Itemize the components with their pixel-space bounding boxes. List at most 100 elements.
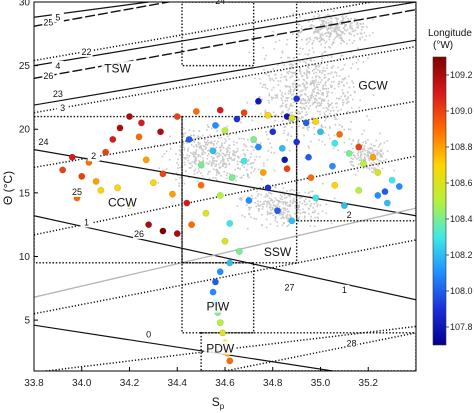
- cloud-point: [290, 135, 292, 138]
- cloud-point: [254, 201, 257, 204]
- cloud-point: [296, 58, 299, 60]
- cloud-point: [282, 213, 284, 215]
- cloud-point: [308, 98, 311, 101]
- cloud-point: [294, 72, 296, 74]
- cloud-point: [296, 88, 299, 91]
- cloud-point: [322, 85, 324, 88]
- observation-point: [264, 111, 272, 119]
- cloud-point: [211, 163, 213, 166]
- cloud-point: [297, 35, 300, 37]
- cloud-point: [359, 156, 362, 159]
- cloud-point: [377, 164, 379, 167]
- cloud-point: [220, 136, 222, 139]
- cloud-point: [264, 112, 266, 114]
- cloud-point: [342, 20, 344, 23]
- cloud-point: [283, 207, 285, 210]
- cloud-point: [298, 84, 300, 87]
- cloud-point: [297, 206, 299, 209]
- cloud-point: [357, 151, 360, 153]
- cloud-point: [177, 163, 180, 166]
- cloud-point: [221, 158, 224, 160]
- cloud-point: [351, 160, 354, 163]
- colorbar-tick-label: 108.8: [450, 142, 473, 152]
- cloud-point: [202, 159, 205, 161]
- cloud-point: [286, 220, 289, 223]
- cloud-point: [219, 161, 222, 164]
- water-mass-label-ccw: CCW: [108, 195, 137, 209]
- cloud-point: [352, 164, 354, 167]
- cloud-point: [227, 146, 230, 149]
- cloud-point: [309, 99, 311, 102]
- cloud-point: [318, 28, 320, 31]
- heat-content-line-label-bg: [87, 151, 100, 162]
- cloud-point: [202, 166, 205, 168]
- cloud-point: [299, 15, 301, 18]
- observation-point: [221, 237, 229, 245]
- cloud-point: [357, 139, 360, 141]
- cloud-point: [281, 111, 283, 114]
- cloud-point: [318, 104, 321, 107]
- cloud-point: [306, 113, 309, 116]
- cloud-point: [334, 26, 337, 29]
- cloud-point: [280, 217, 283, 220]
- cloud-point: [210, 162, 213, 165]
- cloud-point: [257, 203, 260, 205]
- cloud-point: [205, 141, 208, 144]
- cloud-point: [338, 29, 340, 31]
- cloud-point: [198, 145, 200, 148]
- cloud-point: [280, 104, 283, 107]
- cloud-point: [306, 70, 309, 73]
- cloud-point: [336, 27, 338, 29]
- cloud-point: [281, 61, 284, 63]
- cloud-point: [352, 158, 354, 160]
- colorbar-tick-label: 109.2: [450, 70, 473, 80]
- cloud-point: [322, 21, 324, 24]
- cloud-point: [301, 89, 304, 92]
- isopycnal-dotted-line-label: 22: [82, 47, 92, 57]
- cloud-point: [313, 85, 315, 87]
- cloud-point: [364, 158, 367, 160]
- cloud-point: [183, 146, 185, 149]
- cloud-point: [335, 30, 338, 33]
- cloud-point: [222, 133, 224, 135]
- cloud-point: [308, 97, 310, 100]
- cloud-point: [206, 157, 208, 160]
- cloud-point: [282, 201, 285, 204]
- cloud-point: [222, 158, 225, 160]
- cloud-point: [369, 151, 371, 154]
- cloud-point: [344, 77, 346, 80]
- cloud-point: [318, 110, 321, 113]
- cloud-point: [254, 146, 256, 149]
- cloud-point: [308, 192, 310, 194]
- cloud-point: [284, 203, 287, 206]
- cloud-point: [288, 90, 290, 92]
- cloud-point: [187, 150, 189, 152]
- cloud-point: [317, 81, 320, 83]
- cloud-point: [329, 23, 331, 25]
- cloud-point: [360, 23, 362, 25]
- cloud-point: [173, 142, 176, 144]
- y-axis-title: Θ (°C): [1, 171, 15, 205]
- cloud-point: [202, 149, 205, 152]
- cloud-point: [329, 127, 331, 129]
- cloud-point: [298, 23, 300, 26]
- cloud-point: [317, 91, 319, 94]
- observation-point: [138, 119, 145, 127]
- cloud-point: [268, 197, 271, 200]
- cloud-point: [224, 162, 227, 165]
- cloud-point: [308, 20, 310, 23]
- observation-point: [192, 108, 200, 115]
- cloud-point: [325, 22, 328, 24]
- cloud-point: [222, 163, 224, 166]
- cloud-point: [321, 210, 324, 213]
- cloud-point: [306, 99, 309, 102]
- y-tick-label: 5: [24, 316, 30, 327]
- cloud-point: [269, 192, 272, 194]
- cloud-point: [258, 207, 261, 210]
- cloud-point: [359, 32, 362, 35]
- cloud-point: [374, 144, 376, 147]
- cloud-point: [310, 203, 313, 205]
- cloud-point: [379, 142, 382, 145]
- observation-point: [336, 130, 343, 138]
- cloud-point: [285, 103, 288, 106]
